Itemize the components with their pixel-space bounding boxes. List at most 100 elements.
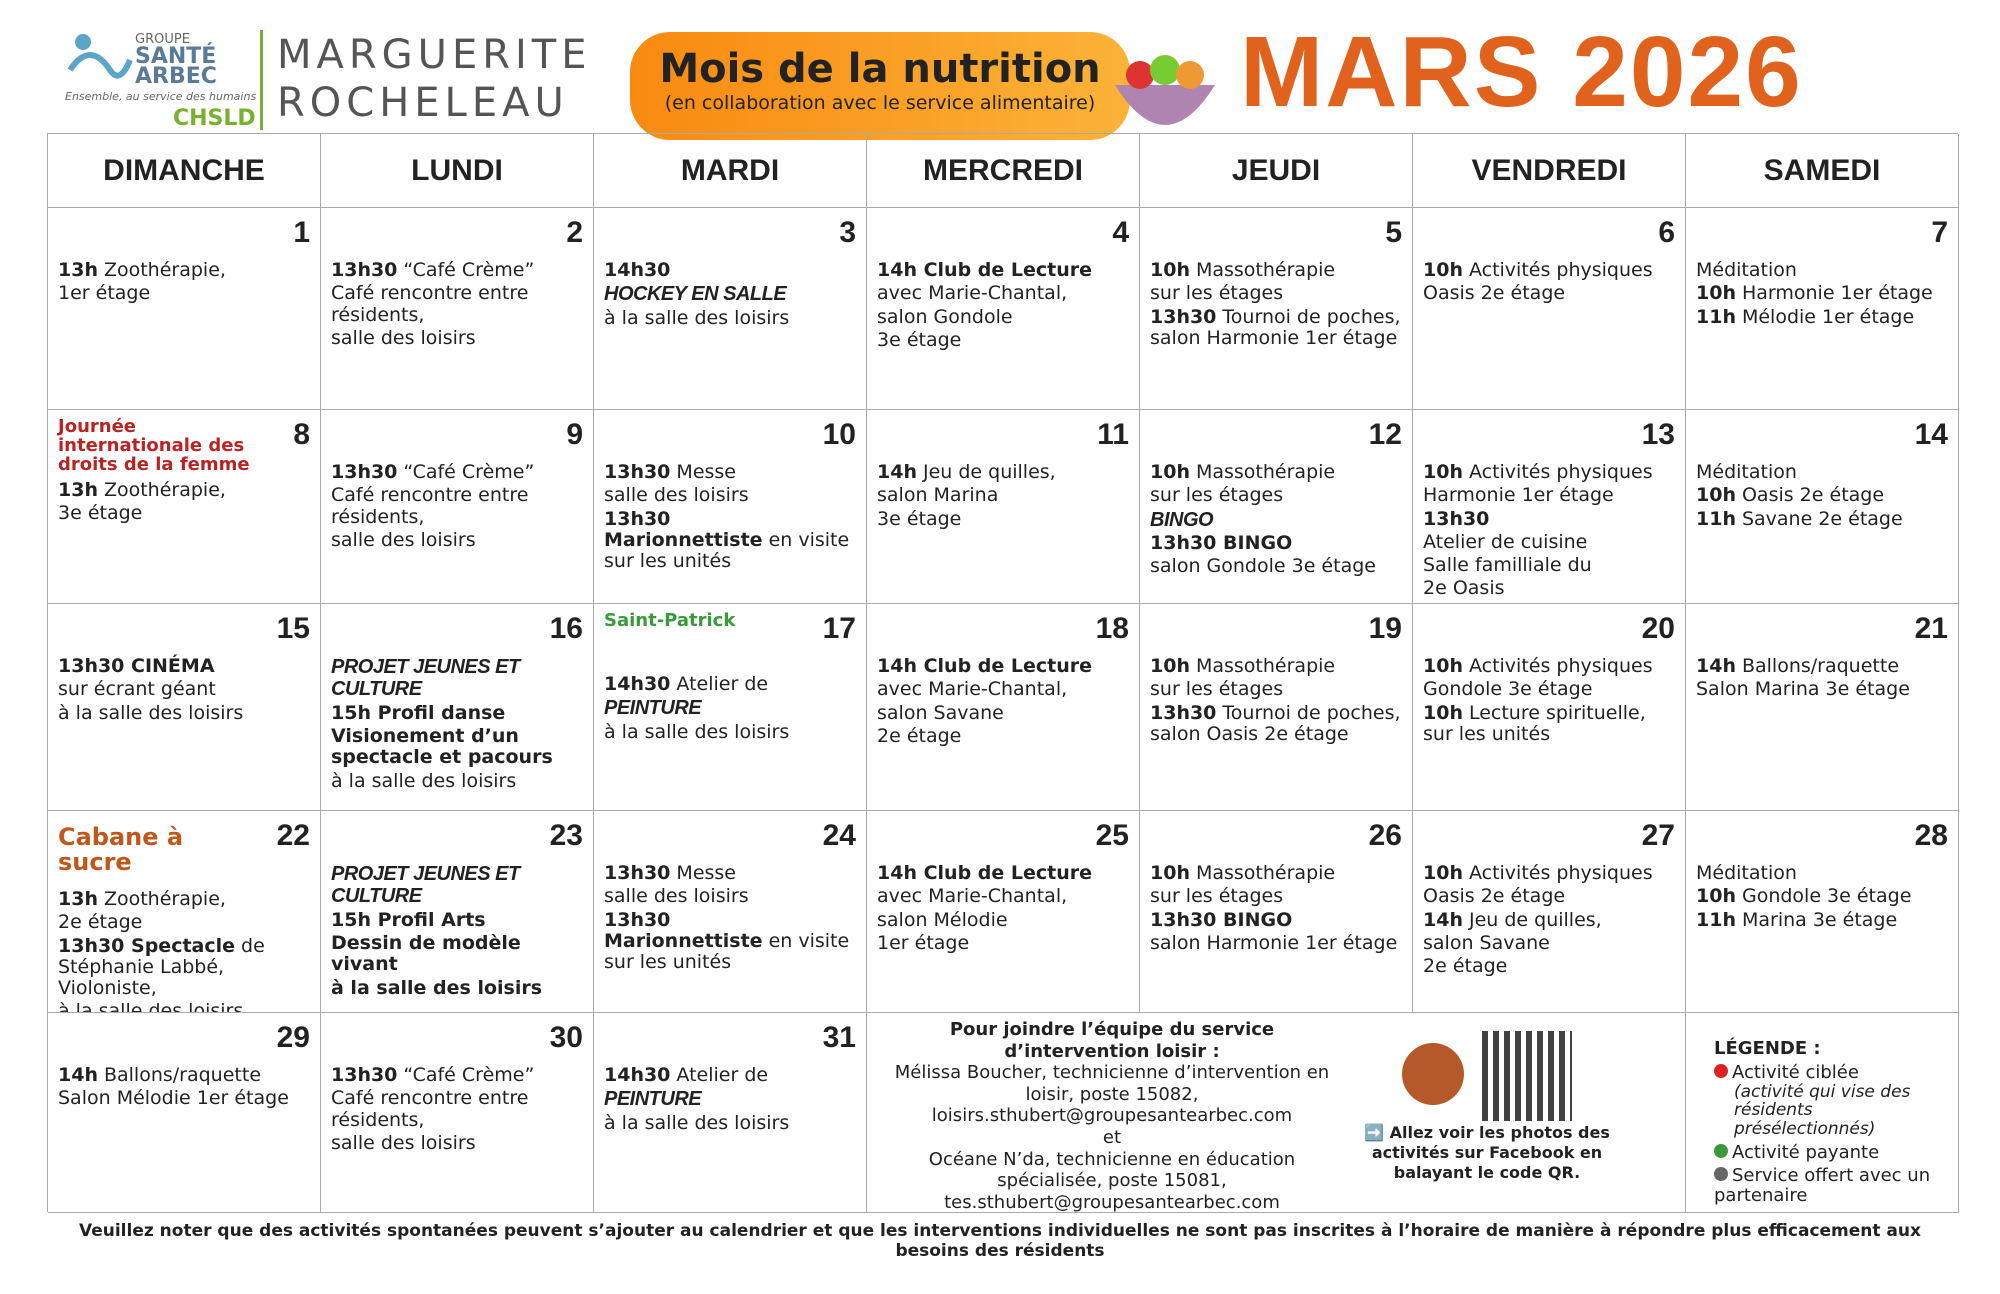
activity-time: 13h30 <box>331 461 398 483</box>
activity-text: Salle familliale du <box>1423 554 1592 577</box>
activity-line: 14h Club de Lecture <box>877 259 1131 281</box>
activity-text: à la salle des loisirs <box>604 306 790 329</box>
day-cell: 20 10h Activités physiques Gondole 3e étage… <box>1413 604 1686 811</box>
activity-list: 13h30 Messe salle des loisirs 13h30 Marionn… <box>604 461 858 574</box>
fruit-bowl <box>1115 55 1215 125</box>
activity-time: 11h <box>1696 507 1736 530</box>
day-cell: 21 14h Ballons/raquette Salon Marina 3e éta… <box>1686 604 1959 811</box>
day-number: 11 <box>1097 418 1129 451</box>
day-number: 7 <box>1931 216 1948 249</box>
activity-heading: HOCKEY EN SALLE <box>604 283 787 306</box>
activity-line: 13h30 Spectacle de Stéphanie Labbé, Violo… <box>58 935 312 1000</box>
activity-text: Massothérapie <box>1195 259 1336 281</box>
activity-text: avec Marie-Chantal, <box>877 678 1068 701</box>
activity-text: Lecture spirituelle, sur les unités <box>1423 701 1646 745</box>
activity-line: 2e étage <box>58 912 312 933</box>
activity-time: 10h <box>1696 282 1736 305</box>
activity-time: 14h Club de Lecture <box>877 862 1093 884</box>
activity-time: 13h <box>58 888 98 910</box>
activity-list: 14h Jeu de quilles, salon Marina 3e étage <box>877 461 1131 532</box>
day-number: 10 <box>822 418 856 451</box>
banner-title: Mois de la nutrition <box>659 46 1101 92</box>
activity-time: 14h30 <box>604 259 671 281</box>
activity-line: 11h Mélodie 1er étage <box>1696 306 1950 328</box>
day-cell: 25 14h Club de Lecture avec Marie-Chantal,… <box>867 811 1140 1013</box>
activity-line: à la salle des loisirs <box>604 1112 858 1134</box>
activity-text: Jeu de quilles, <box>1468 908 1602 931</box>
activity-line: Café rencontre entre résidents, <box>331 1088 585 1131</box>
activity-text: “Café Crème” <box>403 259 535 281</box>
activity-line: 13h30 Messe <box>604 862 858 884</box>
day-cell: 23 PROJET JEUNES ET CULTURE 15h Profil Art… <box>321 811 594 1013</box>
activity-line: 14h Club de Lecture <box>877 655 1131 677</box>
day-number: 23 <box>549 819 583 852</box>
activity-line: BINGO <box>1150 509 1404 531</box>
logo: GROUPE SANTÉ ARBEC Ensemble, au service … <box>65 30 587 131</box>
activity-line: Salon Mélodie 1er étage <box>58 1088 312 1109</box>
activity-line: 10h Activités physiques <box>1423 461 1677 483</box>
legend: LÉGENDE : Activité ciblée (activité qui vi… <box>1686 1013 1959 1213</box>
day-number: 27 <box>1641 819 1675 852</box>
day-header: SAMEDI <box>1686 134 1959 208</box>
logo-name: ROCHELEAU <box>277 80 569 126</box>
activity-heading: PEINTURE <box>604 697 702 720</box>
day-number: 8 <box>293 418 310 451</box>
day-cell: 2 13h30 “Café Crème” Café rencontre entre r… <box>321 208 594 410</box>
logo-tagline: Ensemble, au service des humains <box>65 90 257 103</box>
activity-list: Méditation 10h Oasis 2e étage 11h Savane 2e … <box>1696 461 1950 532</box>
activity-line: 11h Marina 3e étage <box>1696 909 1950 931</box>
activity-time: 10h <box>1423 461 1463 483</box>
activity-line: 15h Profil danse <box>331 702 585 724</box>
activity-text: 1er étage <box>58 282 151 305</box>
activity-text: Oasis 2e étage <box>1423 282 1566 305</box>
activity-text: sur les étages <box>1150 282 1284 305</box>
activity-text: Méditation <box>1696 862 1797 884</box>
activity-time: Visionement d’un spectacle et pacours <box>331 725 553 769</box>
day-cell: 3 14h30 HOCKEY EN SALLE à la salle des lois… <box>594 208 867 410</box>
activity-line: à la salle des loisirs <box>604 721 858 743</box>
activity-text: salon Mélodie <box>877 908 1008 931</box>
activity-line: sur écrant géant <box>58 679 312 700</box>
activity-line: 10h Activités physiques <box>1423 259 1677 281</box>
day-number: 21 <box>1914 612 1948 645</box>
contact-title: Pour joindre l’équipe du service d’inter… <box>949 1019 1275 1062</box>
contact-line: Mélissa Boucher, technicienne d’interven… <box>894 1062 1330 1105</box>
activity-line: 11h Savane 2e étage <box>1696 507 1950 530</box>
day-number: 29 <box>276 1021 310 1054</box>
activity-text: Jeu de quilles, <box>922 461 1056 483</box>
activity-list: 10h Activités physiques Oasis 2e étage 14h J… <box>1423 862 1677 979</box>
legend-item: Activité ciblée (activité qui vise des ré… <box>1714 1062 1954 1139</box>
activity-line: 14h Jeu de quilles, <box>1423 908 1677 931</box>
activity-line: 13h30 Tournoi de poches, salon Oasis 2e é… <box>1150 702 1404 746</box>
day-number: 6 <box>1658 216 1675 249</box>
activity-time: 13h30 CINÉMA <box>58 655 215 677</box>
contact-text: Pour joindre l’équipe du service d’inter… <box>877 1019 1347 1212</box>
activity-list: 10h Activités physiques Harmonie 1er étage… <box>1423 461 1677 602</box>
activity-text: salon Harmonie 1er étage <box>1150 931 1398 954</box>
activity-line: sur les étages <box>1150 679 1404 700</box>
activity-list: 14h Ballons/raquette Salon Marina 3e étage <box>1696 655 1950 703</box>
activity-line: avec Marie-Chantal, <box>877 679 1131 700</box>
activity-line: 2e étage <box>1423 955 1677 977</box>
activity-time: 14h <box>58 1064 98 1086</box>
activity-line: salon Gondole 3e étage <box>1150 556 1404 577</box>
activity-line: PROJET JEUNES ET CULTURE <box>331 863 585 908</box>
activity-line: 13h30 “Café Crème” <box>331 461 585 483</box>
activity-line: 1er étage <box>58 283 312 304</box>
activity-line: Café rencontre entre résidents, <box>331 283 585 326</box>
month-title: MARS 2026 <box>1240 16 1803 128</box>
activity-text: en visite sur les unités <box>604 528 850 573</box>
activity-line: Visionement d’un spectacle et pacours <box>331 725 585 769</box>
facebook-icon <box>1402 1043 1464 1105</box>
activity-line: avec Marie-Chantal, <box>877 283 1131 304</box>
activity-text: à la salle des loisirs <box>58 1000 244 1013</box>
activity-line: Salon Marina 3e étage <box>1696 679 1950 700</box>
activity-text: “Café Crème” <box>403 461 535 483</box>
day-cell: 26 10h Massothérapie sur les étages 13h30 BI… <box>1140 811 1413 1013</box>
day-cell: 31 14h30 Atelier de PEINTURE à la salle des … <box>594 1013 867 1213</box>
activity-text: salon Savane <box>877 701 1004 724</box>
activity-text: salon Gondole <box>877 305 1013 328</box>
activity-text: salle des loisirs <box>331 326 476 349</box>
day-header: MARDI <box>594 134 867 208</box>
legend-icon <box>1714 1143 1728 1158</box>
